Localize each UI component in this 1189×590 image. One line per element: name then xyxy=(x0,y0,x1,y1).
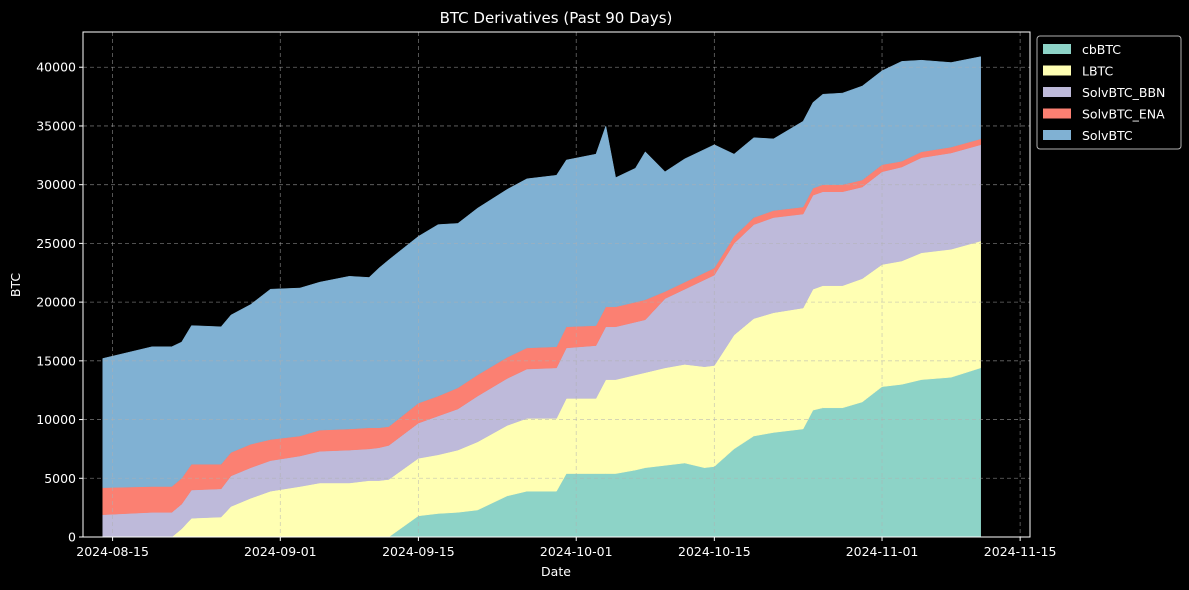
legend-box xyxy=(1036,35,1182,150)
legend-label-LBTC: LBTC xyxy=(1082,64,1113,79)
legend-swatch-cbBTC xyxy=(1043,44,1071,54)
y-tick-label: 25000 xyxy=(36,236,76,251)
y-tick-label: 5000 xyxy=(44,471,76,486)
legend-swatch-SolvBTC_ENA xyxy=(1043,108,1071,119)
x-axis-ticks: 2024-08-15 2024-09-01 2024-09-15 2024-10-01… xyxy=(76,537,1056,559)
x-tick-label: 2024-10-01 xyxy=(540,544,613,559)
y-tick-label: 10000 xyxy=(36,412,76,427)
y-tick-label: 0 xyxy=(68,530,76,545)
y-tick-label: 20000 xyxy=(36,295,76,310)
x-tick-label: 2024-08-15 xyxy=(76,544,149,559)
legend-swatch-SolvBTC xyxy=(1043,130,1071,140)
legend-label-SolvBTC_ENA: SolvBTC_ENA xyxy=(1082,107,1165,122)
legend-label-cbBTC: cbBTC xyxy=(1082,42,1121,57)
y-tick-label: 15000 xyxy=(36,353,76,368)
y-axis-title: BTC xyxy=(8,273,23,297)
legend-label-SolvBTC_BBN: SolvBTC_BBN xyxy=(1082,85,1165,100)
y-tick-label: 30000 xyxy=(36,177,76,192)
stacked-areas xyxy=(102,56,981,538)
legend-swatch-SolvBTC_BBN xyxy=(1043,87,1071,97)
y-axis-ticks: 0 5000 10000 15000 20000 25000 30000 35000 40000 xyxy=(36,60,83,545)
legend-swatch-LBTC xyxy=(1043,65,1071,76)
x-tick-label: 2024-11-15 xyxy=(984,544,1057,559)
chart-title: BTC Derivatives (Past 90 Days) xyxy=(440,9,673,27)
x-tick-label: 2024-09-01 xyxy=(244,544,317,559)
y-tick-label: 40000 xyxy=(36,60,76,75)
x-tick-label: 2024-09-15 xyxy=(382,544,455,559)
legend: cbBTC LBTC SolvBTC_BBN SolvBTC_ENA SolvBTC xyxy=(1036,35,1182,150)
x-tick-label: 2024-10-15 xyxy=(678,544,751,559)
plot-frame xyxy=(82,31,1031,538)
legend-label-SolvBTC: SolvBTC xyxy=(1082,128,1133,143)
y-tick-label: 35000 xyxy=(36,118,76,133)
x-tick-label: 2024-11-01 xyxy=(846,544,919,559)
x-axis-title: Date xyxy=(541,564,571,579)
